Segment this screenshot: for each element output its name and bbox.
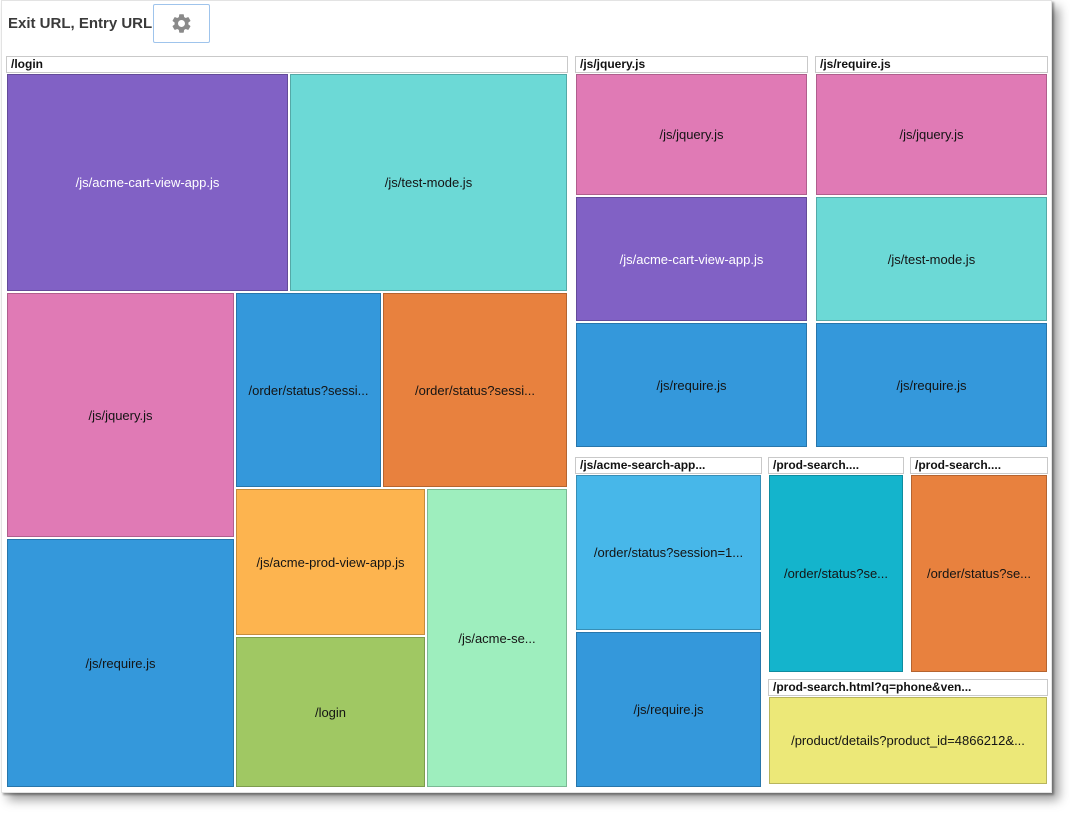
widget-titlebar: Exit URL, Entry URL bbox=[8, 1, 152, 46]
treemap-cell[interactable]: /order/status?se... bbox=[911, 475, 1047, 672]
treemap-cell[interactable]: /js/acme-cart-view-app.js bbox=[7, 74, 288, 291]
treemap-group: /js/require.js/js/jquery.js/js/test-mode… bbox=[815, 56, 1048, 448]
settings-button[interactable] bbox=[153, 4, 210, 43]
treemap-group-header[interactable]: /prod-search.html?q=phone&ven... bbox=[768, 679, 1048, 696]
gear-icon bbox=[170, 12, 193, 35]
treemap-cell[interactable]: /js/acme-se... bbox=[427, 489, 567, 787]
widget-window: Exit URL, Entry URL /login/js/acme-cart-… bbox=[1, 0, 1052, 793]
treemap-cell[interactable]: /js/jquery.js bbox=[816, 74, 1047, 195]
treemap-cell[interactable]: /login bbox=[236, 637, 425, 787]
treemap-cell[interactable]: /js/test-mode.js bbox=[290, 74, 567, 291]
treemap-group: /prod-search..../order/status?se... bbox=[910, 457, 1048, 673]
treemap-cell[interactable]: /order/status?sessi... bbox=[383, 293, 567, 487]
treemap-cell[interactable]: /js/require.js bbox=[576, 632, 761, 787]
treemap-cell[interactable]: /js/test-mode.js bbox=[816, 197, 1047, 321]
treemap-group: /login/js/acme-cart-view-app.js/js/test-… bbox=[6, 56, 568, 788]
treemap-cell[interactable]: /order/status?sessi... bbox=[236, 293, 381, 487]
treemap-group-header[interactable]: /login bbox=[6, 56, 568, 73]
treemap-group-header[interactable]: /js/acme-search-app... bbox=[575, 457, 762, 474]
treemap-cell[interactable]: /js/jquery.js bbox=[7, 293, 234, 537]
treemap-cell[interactable]: /product/details?product_id=4866212&... bbox=[769, 697, 1047, 784]
treemap-cell[interactable]: /js/require.js bbox=[576, 323, 807, 447]
treemap-group-header[interactable]: /prod-search.... bbox=[910, 457, 1048, 474]
treemap-group: /js/acme-search-app.../order/status?sess… bbox=[575, 457, 762, 788]
treemap-cell[interactable]: /order/status?se... bbox=[769, 475, 903, 672]
treemap-group-header[interactable]: /prod-search.... bbox=[768, 457, 904, 474]
treemap-cell[interactable]: /js/require.js bbox=[7, 539, 234, 787]
widget-title: Exit URL, Entry URL bbox=[8, 15, 153, 32]
treemap-cell[interactable]: /js/require.js bbox=[816, 323, 1047, 447]
treemap-group-header[interactable]: /js/jquery.js bbox=[575, 56, 808, 73]
treemap-chart: /login/js/acme-cart-view-app.js/js/test-… bbox=[2, 1, 1053, 794]
treemap-cell[interactable]: /js/acme-prod-view-app.js bbox=[236, 489, 425, 635]
treemap-group: /prod-search.html?q=phone&ven.../product… bbox=[768, 679, 1048, 785]
treemap-cell[interactable]: /js/acme-cart-view-app.js bbox=[576, 197, 807, 321]
treemap-cell[interactable]: /order/status?session=1... bbox=[576, 475, 761, 630]
treemap-group: /js/jquery.js/js/jquery.js/js/acme-cart-… bbox=[575, 56, 808, 448]
treemap-group-header[interactable]: /js/require.js bbox=[815, 56, 1048, 73]
treemap-cell[interactable]: /js/jquery.js bbox=[576, 74, 807, 195]
treemap-group: /prod-search..../order/status?se... bbox=[768, 457, 904, 673]
